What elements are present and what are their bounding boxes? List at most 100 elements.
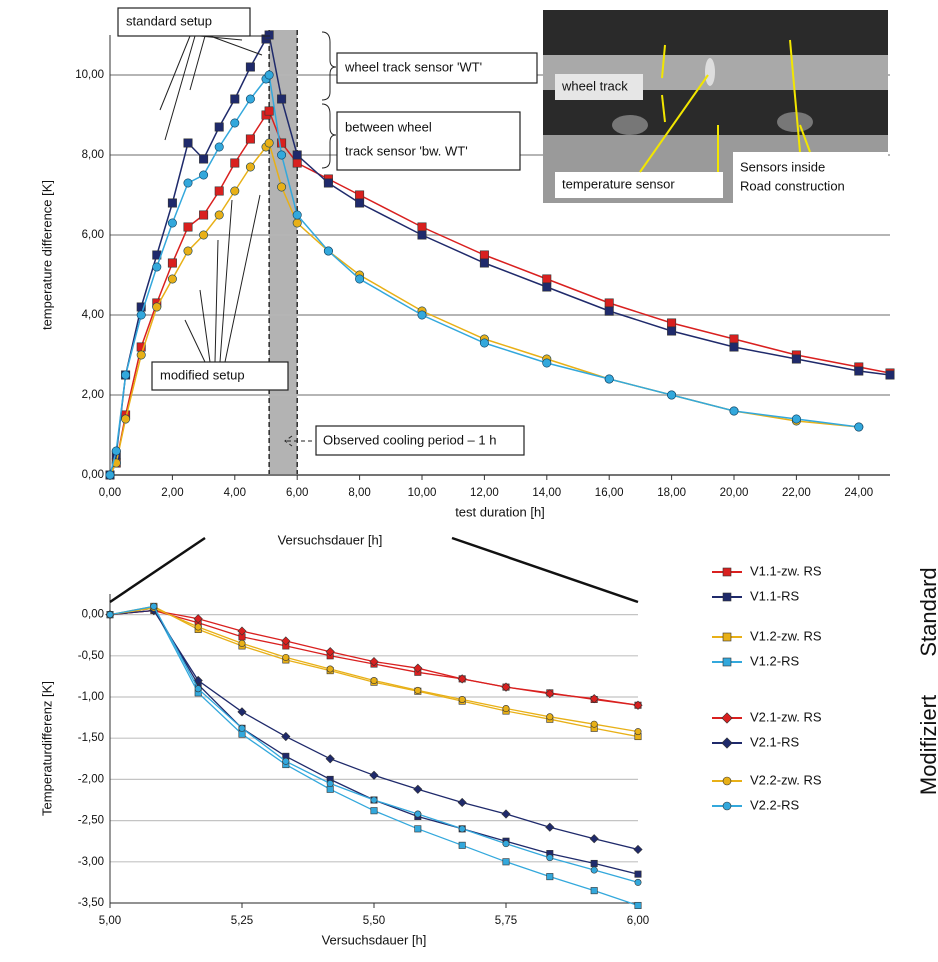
marker	[230, 118, 240, 128]
photo-label: wheel track	[561, 78, 628, 93]
marker	[325, 754, 335, 764]
x-tick-label: 5,50	[363, 915, 385, 927]
x-tick-label: 18,00	[657, 487, 686, 499]
legend-label: V2.2-zw. RS	[750, 772, 822, 787]
marker	[167, 274, 177, 284]
marker	[194, 623, 202, 631]
marker	[193, 614, 203, 624]
x-axis-label: Versuchsdauer [h]	[322, 932, 427, 947]
marker	[150, 602, 158, 610]
x-tick-label: 5,00	[99, 915, 121, 927]
photo-label: temperature sensor	[562, 176, 675, 191]
label-box	[555, 172, 723, 198]
marker	[199, 170, 209, 180]
zoom-line	[109, 536, 206, 604]
photo-stripe	[543, 10, 888, 55]
marker	[245, 62, 255, 72]
marker	[722, 801, 732, 811]
marker	[323, 178, 333, 188]
series-line	[109, 109, 891, 476]
x-tick-label: 14,00	[532, 487, 561, 499]
y-tick-label: -2,50	[78, 815, 104, 827]
marker	[136, 310, 146, 320]
marker	[183, 246, 193, 256]
marker	[721, 737, 733, 749]
marker	[292, 210, 302, 220]
marker	[369, 656, 379, 667]
marker	[604, 298, 614, 308]
legend-label: V1.1-zw. RS	[750, 563, 822, 578]
marker	[370, 796, 378, 804]
marker	[667, 390, 677, 400]
marker	[237, 707, 247, 717]
x-tick-label: 8,00	[348, 487, 370, 499]
marker	[194, 685, 202, 693]
marker	[183, 138, 193, 148]
x-axis-label: test duration [h]	[455, 504, 545, 519]
marker	[167, 218, 177, 228]
marker	[590, 720, 598, 728]
marker	[417, 222, 427, 232]
marker	[458, 825, 466, 833]
marker	[590, 887, 598, 895]
marker	[417, 310, 427, 320]
marker	[413, 784, 423, 794]
y-tick-label: 8,00	[82, 149, 104, 161]
arrow	[284, 435, 312, 447]
marker	[501, 809, 511, 819]
x-tick-label: 2,00	[161, 487, 183, 499]
marker	[634, 901, 642, 909]
marker	[370, 807, 378, 815]
y-tick-label: 10,00	[75, 69, 104, 81]
marker	[121, 370, 131, 380]
marker	[501, 682, 511, 692]
x-tick-label: 16,00	[595, 487, 624, 499]
photo-label: Sensors inside	[740, 159, 825, 174]
marker	[152, 302, 162, 312]
x-tick-label: 20,00	[720, 487, 749, 499]
marker	[542, 274, 552, 284]
marker	[199, 230, 209, 240]
marker	[791, 414, 801, 424]
label-box	[733, 152, 888, 203]
marker	[722, 657, 732, 667]
marker	[292, 158, 302, 168]
marker	[545, 689, 555, 699]
y-tick-label: 0,00	[82, 609, 104, 621]
legend-label: V2.2-RS	[750, 797, 799, 812]
photo-sensor	[612, 115, 648, 135]
marker	[214, 210, 224, 220]
marker	[238, 730, 246, 738]
x-tick-label: 12,00	[470, 487, 499, 499]
marker	[264, 138, 274, 148]
marker	[355, 274, 365, 284]
annotation: Observed cooling period – 1 h	[323, 432, 496, 447]
annotation-box	[336, 111, 521, 171]
marker	[729, 406, 739, 416]
zoom-label: Versuchsdauer [h]	[278, 532, 383, 547]
group-label: Modifiziert	[916, 695, 938, 795]
marker	[264, 106, 274, 116]
y-tick-label: -0,50	[78, 650, 104, 662]
photo-sensor	[777, 112, 813, 132]
marker	[457, 674, 467, 684]
legend-label: V1.2-zw. RS	[750, 628, 822, 643]
marker	[326, 780, 334, 788]
annotation: between wheel	[345, 119, 432, 134]
marker	[245, 94, 255, 104]
marker	[326, 665, 334, 673]
annotation-layer: wheel track temperature sensor Sensors i…	[109, 7, 938, 795]
photo-sensor	[705, 58, 715, 86]
marker	[542, 358, 552, 368]
marker	[721, 712, 733, 724]
legend-label: V2.1-RS	[750, 734, 799, 749]
marker	[458, 695, 466, 703]
marker	[546, 854, 554, 862]
marker	[214, 186, 224, 196]
marker	[458, 841, 466, 849]
marker	[325, 647, 335, 657]
marker	[590, 859, 598, 867]
annotation: track sensor 'bw. WT'	[345, 143, 468, 158]
marker	[370, 677, 378, 685]
